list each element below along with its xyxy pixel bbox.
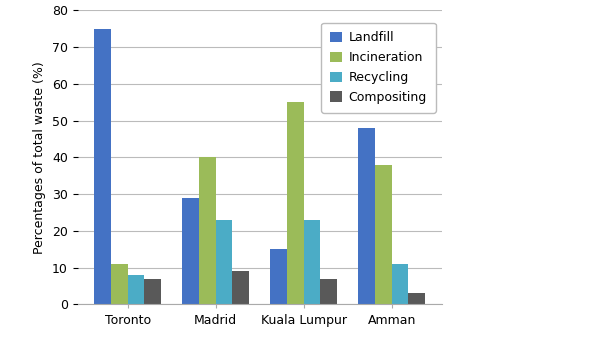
Bar	[321, 279, 337, 304]
Bar	[304, 220, 321, 304]
Bar	[128, 275, 144, 304]
Bar	[358, 128, 375, 304]
Bar	[182, 198, 199, 304]
Y-axis label: Percentages of total waste (%): Percentages of total waste (%)	[33, 61, 47, 254]
Bar	[144, 279, 161, 304]
Bar	[270, 249, 287, 304]
Bar	[111, 264, 128, 304]
Bar	[392, 264, 408, 304]
Bar	[94, 29, 111, 304]
Bar	[232, 271, 249, 304]
Bar	[287, 102, 304, 304]
Bar	[216, 220, 232, 304]
Bar	[199, 157, 216, 304]
Legend: Landfill, Incineration, Recycling, Compositing: Landfill, Incineration, Recycling, Compo…	[321, 22, 436, 113]
Bar	[375, 165, 392, 304]
Bar	[408, 293, 425, 304]
